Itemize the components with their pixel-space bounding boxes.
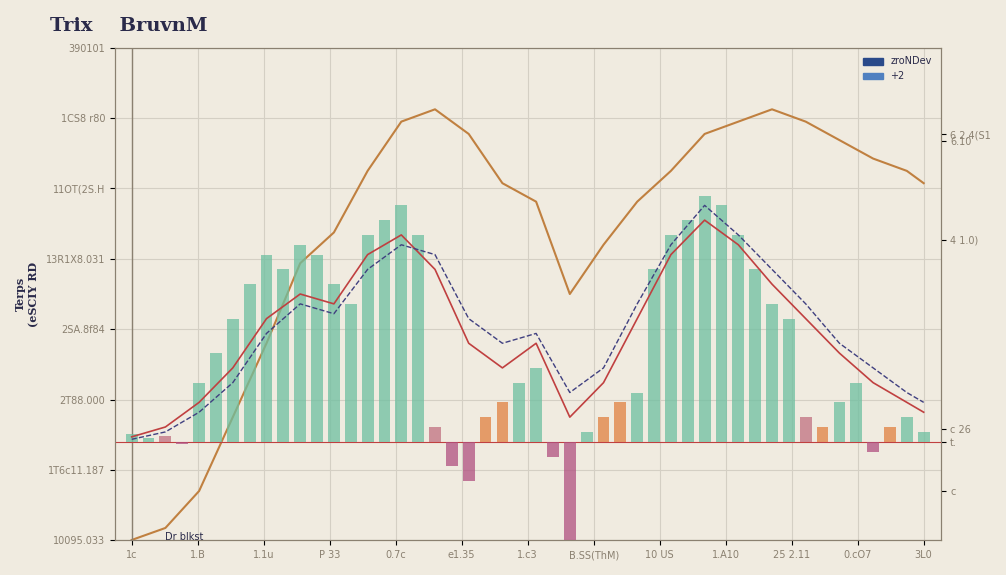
Bar (345, 304, 357, 442)
Bar (378, 220, 390, 442)
Bar (615, 402, 627, 442)
Bar (580, 432, 593, 442)
Bar (800, 417, 812, 442)
Legend: zroNDev, +2: zroNDev, +2 (859, 52, 936, 85)
Bar (480, 417, 492, 442)
Bar (210, 353, 222, 442)
Bar (362, 235, 373, 442)
Bar (850, 383, 862, 442)
Bar (834, 402, 845, 442)
Bar (446, 442, 458, 466)
Bar (767, 304, 778, 442)
Y-axis label: Terps
(eSCIY RD: Terps (eSCIY RD (15, 262, 39, 327)
Bar (278, 269, 290, 442)
Bar (884, 427, 896, 442)
Bar (497, 402, 508, 442)
Bar (311, 255, 323, 442)
Bar (328, 284, 340, 442)
Bar (295, 245, 306, 442)
Bar (564, 442, 575, 575)
Bar (598, 417, 610, 442)
Bar (193, 383, 205, 442)
Bar (412, 235, 425, 442)
Bar (749, 269, 762, 442)
Bar (732, 235, 744, 442)
Bar (513, 383, 525, 442)
Text: Dr blkst: Dr blkst (165, 532, 204, 542)
Bar (176, 442, 188, 444)
Bar (901, 417, 912, 442)
Bar (715, 205, 727, 442)
Bar (632, 393, 643, 442)
Bar (430, 427, 441, 442)
Bar (665, 235, 677, 442)
Bar (648, 269, 660, 442)
Bar (699, 196, 710, 442)
Bar (682, 220, 694, 442)
Bar (227, 319, 238, 442)
Bar (261, 255, 273, 442)
Bar (917, 432, 930, 442)
Bar (243, 284, 256, 442)
Bar (463, 442, 475, 481)
Bar (817, 427, 829, 442)
Bar (143, 438, 155, 442)
Bar (126, 434, 138, 442)
Bar (530, 368, 542, 442)
Bar (547, 442, 559, 457)
Bar (160, 436, 171, 442)
Bar (395, 205, 407, 442)
Bar (867, 442, 879, 451)
Bar (783, 319, 795, 442)
Text: Trix    BruvnM: Trix BruvnM (50, 17, 208, 35)
